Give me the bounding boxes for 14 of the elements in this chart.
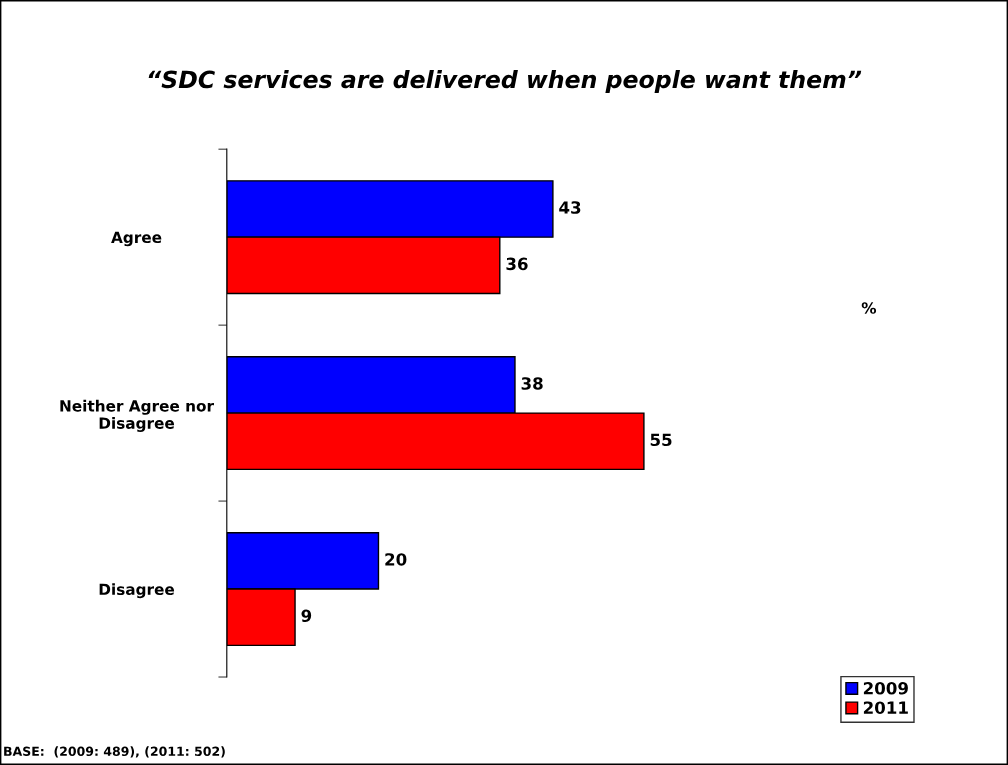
data-label: 20 xyxy=(385,553,407,566)
y-tick-label: Disagree xyxy=(99,583,175,599)
data-label: 36 xyxy=(506,257,528,271)
data-label: 9 xyxy=(301,609,312,623)
legend-label: 2009 xyxy=(863,681,908,695)
chart-title: “SDC services are delivered when people want them” xyxy=(148,70,862,93)
data-label: 38 xyxy=(521,377,543,390)
legend-label: 2011 xyxy=(863,701,908,715)
y-tick-label: Neither Agree nor Disagree xyxy=(60,399,214,432)
text: BASE: (2009: 489), (2011: 502) xyxy=(4,746,225,758)
text: % xyxy=(861,302,877,314)
data-label: 43 xyxy=(559,201,581,214)
data-label: 55 xyxy=(650,433,672,447)
y-tick-label: Agree xyxy=(111,231,162,247)
